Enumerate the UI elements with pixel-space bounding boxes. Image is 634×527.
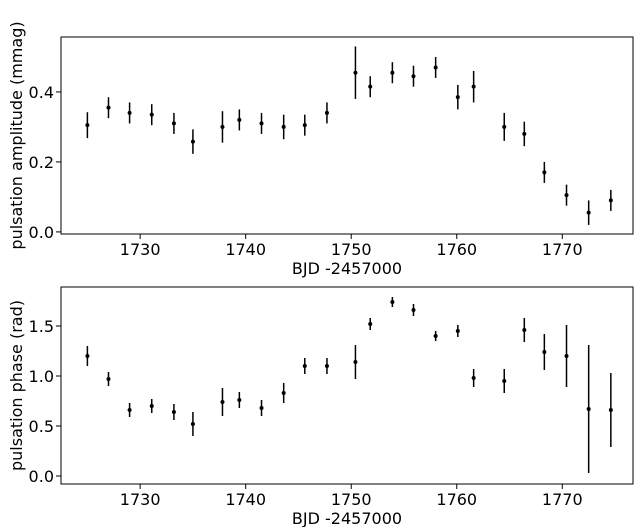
data-point <box>455 329 460 333</box>
data-point <box>564 193 569 198</box>
data-point <box>455 95 460 100</box>
data-point <box>237 117 242 122</box>
data-point <box>608 408 613 412</box>
data-point <box>586 407 591 411</box>
data-point <box>302 364 307 368</box>
data-point <box>564 354 569 358</box>
x-tick-label: 1760 <box>436 490 477 509</box>
data-point <box>368 84 373 89</box>
data-point <box>368 322 373 326</box>
x-tick-label: 1770 <box>542 240 583 259</box>
x-axis-label: BJD -2457000 <box>292 509 402 527</box>
plot-frame <box>60 286 634 485</box>
data-point <box>433 334 438 338</box>
data-point <box>353 70 358 75</box>
data-point <box>608 198 613 203</box>
data-point <box>149 112 154 117</box>
data-point <box>522 328 527 332</box>
y-axis-label: pulsation amplitude (mmag) <box>7 21 26 249</box>
data-point <box>471 84 476 89</box>
y-axis-label: pulsation phase (rad) <box>7 300 26 471</box>
y-tick-label: 0.4 <box>29 83 54 102</box>
data-point <box>171 121 176 126</box>
x-tick-label: 1740 <box>225 240 266 259</box>
y-tick-label: 0.0 <box>29 223 54 242</box>
data-point <box>542 170 547 175</box>
data-point <box>281 124 286 129</box>
data-point <box>302 123 307 128</box>
x-tick-label: 1760 <box>436 240 477 259</box>
data-point <box>471 376 476 380</box>
data-point <box>171 410 176 414</box>
y-tick-label: 0.0 <box>29 467 54 486</box>
x-axis-label: BJD -2457000 <box>292 259 402 278</box>
y-tick-label: 0.5 <box>29 417 54 436</box>
data-point <box>433 65 438 70</box>
data-point <box>149 404 154 408</box>
data-point <box>324 364 329 368</box>
data-point <box>522 131 527 136</box>
data-point <box>542 350 547 354</box>
x-tick-label: 1740 <box>225 490 266 509</box>
data-point <box>106 377 111 381</box>
data-point <box>390 300 395 304</box>
data-point <box>586 210 591 215</box>
data-point <box>390 70 395 75</box>
data-point <box>502 379 507 383</box>
data-point <box>127 408 132 412</box>
data-point <box>502 124 507 129</box>
x-tick-label: 1730 <box>120 240 161 259</box>
data-point <box>353 360 358 364</box>
data-point <box>411 308 416 312</box>
y-tick-label: 1.5 <box>29 317 54 336</box>
plot-frame <box>60 36 634 235</box>
data-point <box>259 121 264 126</box>
x-tick-label: 1730 <box>120 490 161 509</box>
y-tick-label: 0.2 <box>29 153 54 172</box>
data-point <box>324 110 329 115</box>
data-point <box>85 123 90 128</box>
data-point <box>259 406 264 410</box>
x-tick-label: 1750 <box>331 240 372 259</box>
data-point <box>220 124 225 129</box>
data-point <box>220 400 225 404</box>
data-point <box>190 139 195 144</box>
x-tick-label: 1770 <box>542 490 583 509</box>
data-point <box>237 398 242 402</box>
data-point <box>127 110 132 115</box>
y-tick-label: 1.0 <box>29 367 54 386</box>
data-point <box>106 105 111 110</box>
data-point <box>411 74 416 79</box>
x-tick-label: 1750 <box>331 490 372 509</box>
data-point <box>85 354 90 358</box>
data-point <box>281 391 286 395</box>
data-point <box>190 422 195 426</box>
